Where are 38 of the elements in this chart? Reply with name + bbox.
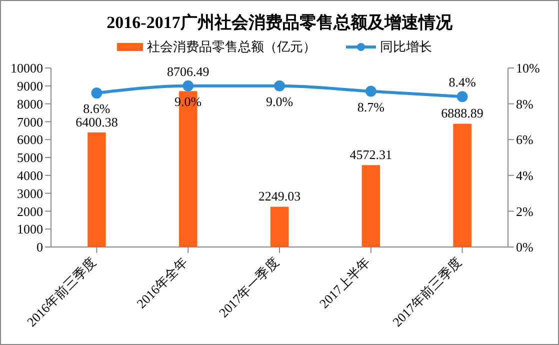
point <box>91 88 102 99</box>
y2-tick-label: 8% <box>516 96 534 112</box>
point <box>274 80 285 92</box>
data-label: 8.4% <box>448 74 476 90</box>
data-label: 8.7% <box>357 99 385 114</box>
point <box>365 86 376 97</box>
bar <box>88 132 106 247</box>
bar <box>453 124 472 247</box>
y-tick-label: 6000 <box>17 132 43 148</box>
y-tick-label: 5000 <box>17 150 43 166</box>
y-tick-label: 9000 <box>17 78 43 94</box>
y-tick-label: 7000 <box>17 114 43 130</box>
data-label: 8.6% <box>83 101 110 116</box>
y2-tick-label: 2% <box>516 204 534 219</box>
y-tick-label: 0 <box>36 240 43 255</box>
y-tick-label: 8000 <box>17 96 43 112</box>
bar <box>270 206 289 247</box>
legend-label: 同比增长 <box>379 38 432 56</box>
y-tick-label: 2000 <box>17 204 43 219</box>
data-label: 6400.38 <box>76 114 118 130</box>
legend-label: 社会消费品零售总额（亿元） <box>146 38 316 56</box>
data-label: 4572.31 <box>350 147 392 162</box>
y2-tick-label: 6% <box>516 132 534 148</box>
y-tick-label: 10000 <box>10 60 43 76</box>
data-label: 2249.03 <box>258 188 301 204</box>
y-tick-label: 1000 <box>17 222 43 237</box>
bar <box>362 165 380 247</box>
y2-tick-label: 4% <box>516 168 534 184</box>
y2-tick-label: 10% <box>516 60 540 76</box>
y-tick-label: 3000 <box>17 186 43 201</box>
y2-tick-label: 0% <box>516 240 534 255</box>
chart-title: 2016-2017广州社会消费品零售总额及增速情况 <box>106 12 454 34</box>
data-label: 8706.49 <box>166 64 210 79</box>
data-label: 9.0% <box>266 94 294 109</box>
point <box>182 80 194 92</box>
y-tick-label: 4000 <box>17 168 43 184</box>
data-label: 6888.89 <box>441 106 484 121</box>
point <box>456 91 468 102</box>
